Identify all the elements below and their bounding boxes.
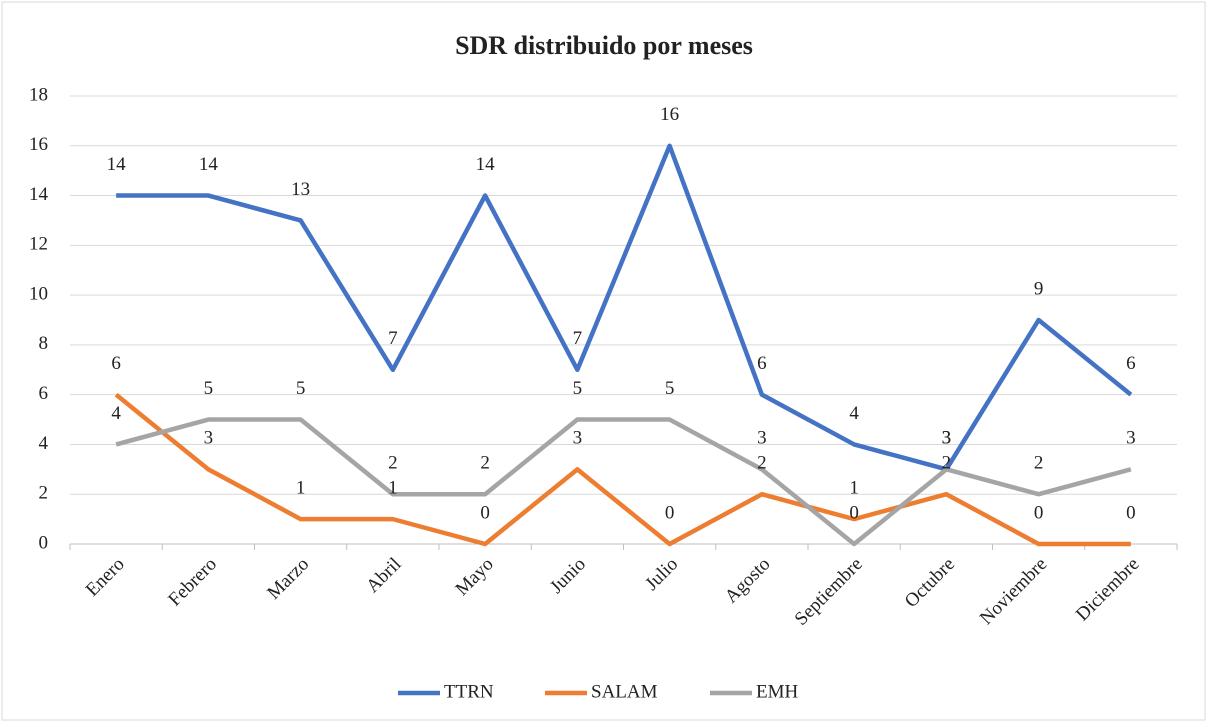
y-tick-label: 8 xyxy=(39,333,49,354)
line-series xyxy=(116,143,1133,472)
line-series xyxy=(114,392,1131,547)
chart-title: SDR distribuido por meses xyxy=(455,31,753,60)
data-label: 13 xyxy=(291,179,310,200)
y-tick-label: 18 xyxy=(29,84,48,105)
legend-label: TTRN xyxy=(444,681,494,702)
data-label: 0 xyxy=(480,502,490,523)
data-label: 6 xyxy=(111,353,121,374)
data-label: 2 xyxy=(1034,453,1044,474)
y-tick-label: 4 xyxy=(39,433,49,454)
data-label: 14 xyxy=(199,154,219,175)
data-label: 0 xyxy=(1126,502,1136,523)
line-series xyxy=(115,417,1132,547)
data-label: 2 xyxy=(757,453,767,474)
data-label: 5 xyxy=(204,378,214,399)
data-label: 2 xyxy=(388,453,398,474)
y-tick-label: 12 xyxy=(29,234,48,255)
data-label: 6 xyxy=(1126,353,1136,374)
data-label: 7 xyxy=(573,328,583,349)
data-label: 14 xyxy=(107,154,127,175)
data-label: 14 xyxy=(476,154,496,175)
data-label: 5 xyxy=(296,378,306,399)
data-label: 1 xyxy=(849,477,859,498)
data-label: 16 xyxy=(660,104,679,125)
y-tick-label: 6 xyxy=(39,383,49,404)
data-label: 2 xyxy=(942,453,952,474)
data-label: 3 xyxy=(573,428,583,449)
data-label: 5 xyxy=(573,378,583,399)
y-tick-label: 14 xyxy=(29,184,49,205)
data-label: 1 xyxy=(388,477,398,498)
data-label: 3 xyxy=(942,428,952,449)
data-label: 9 xyxy=(1034,278,1044,299)
data-label: 4 xyxy=(111,403,121,424)
legend-label: EMH xyxy=(756,681,799,702)
data-label: 3 xyxy=(757,428,767,449)
y-tick-label: 10 xyxy=(29,283,48,304)
data-label: 6 xyxy=(757,353,767,374)
legend-label: SALAM xyxy=(591,681,658,702)
data-label: 1 xyxy=(296,477,306,498)
y-tick-label: 2 xyxy=(39,483,49,504)
data-label: 0 xyxy=(849,502,859,523)
data-label: 2 xyxy=(480,453,490,474)
data-label: 3 xyxy=(1126,428,1136,449)
data-label: 3 xyxy=(942,428,952,449)
data-label: 5 xyxy=(665,378,675,399)
data-label: 0 xyxy=(1034,502,1044,523)
data-label: 0 xyxy=(665,502,675,523)
data-label: 3 xyxy=(204,428,214,449)
y-tick-label: 0 xyxy=(39,532,49,553)
data-label: 7 xyxy=(388,328,398,349)
y-tick-label: 16 xyxy=(29,134,48,155)
data-label: 4 xyxy=(849,403,859,424)
